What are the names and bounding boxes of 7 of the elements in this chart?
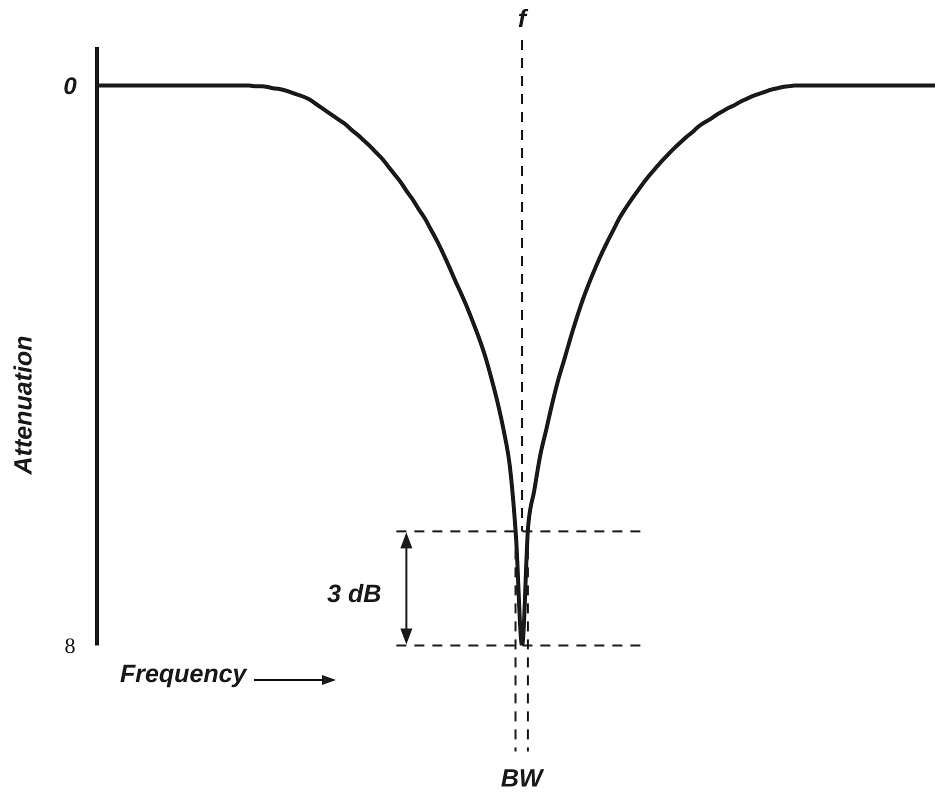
- text: f: [518, 5, 529, 33]
- y-axis-title: Attenuation: [10, 336, 38, 474]
- y-tick-label: 0: [63, 72, 78, 100]
- y-tick-label: 8: [64, 633, 76, 658]
- x-axis-title: Frequency: [120, 660, 246, 688]
- text: BW: [500, 764, 545, 792]
- annotation: 3 dB: [327, 580, 382, 608]
